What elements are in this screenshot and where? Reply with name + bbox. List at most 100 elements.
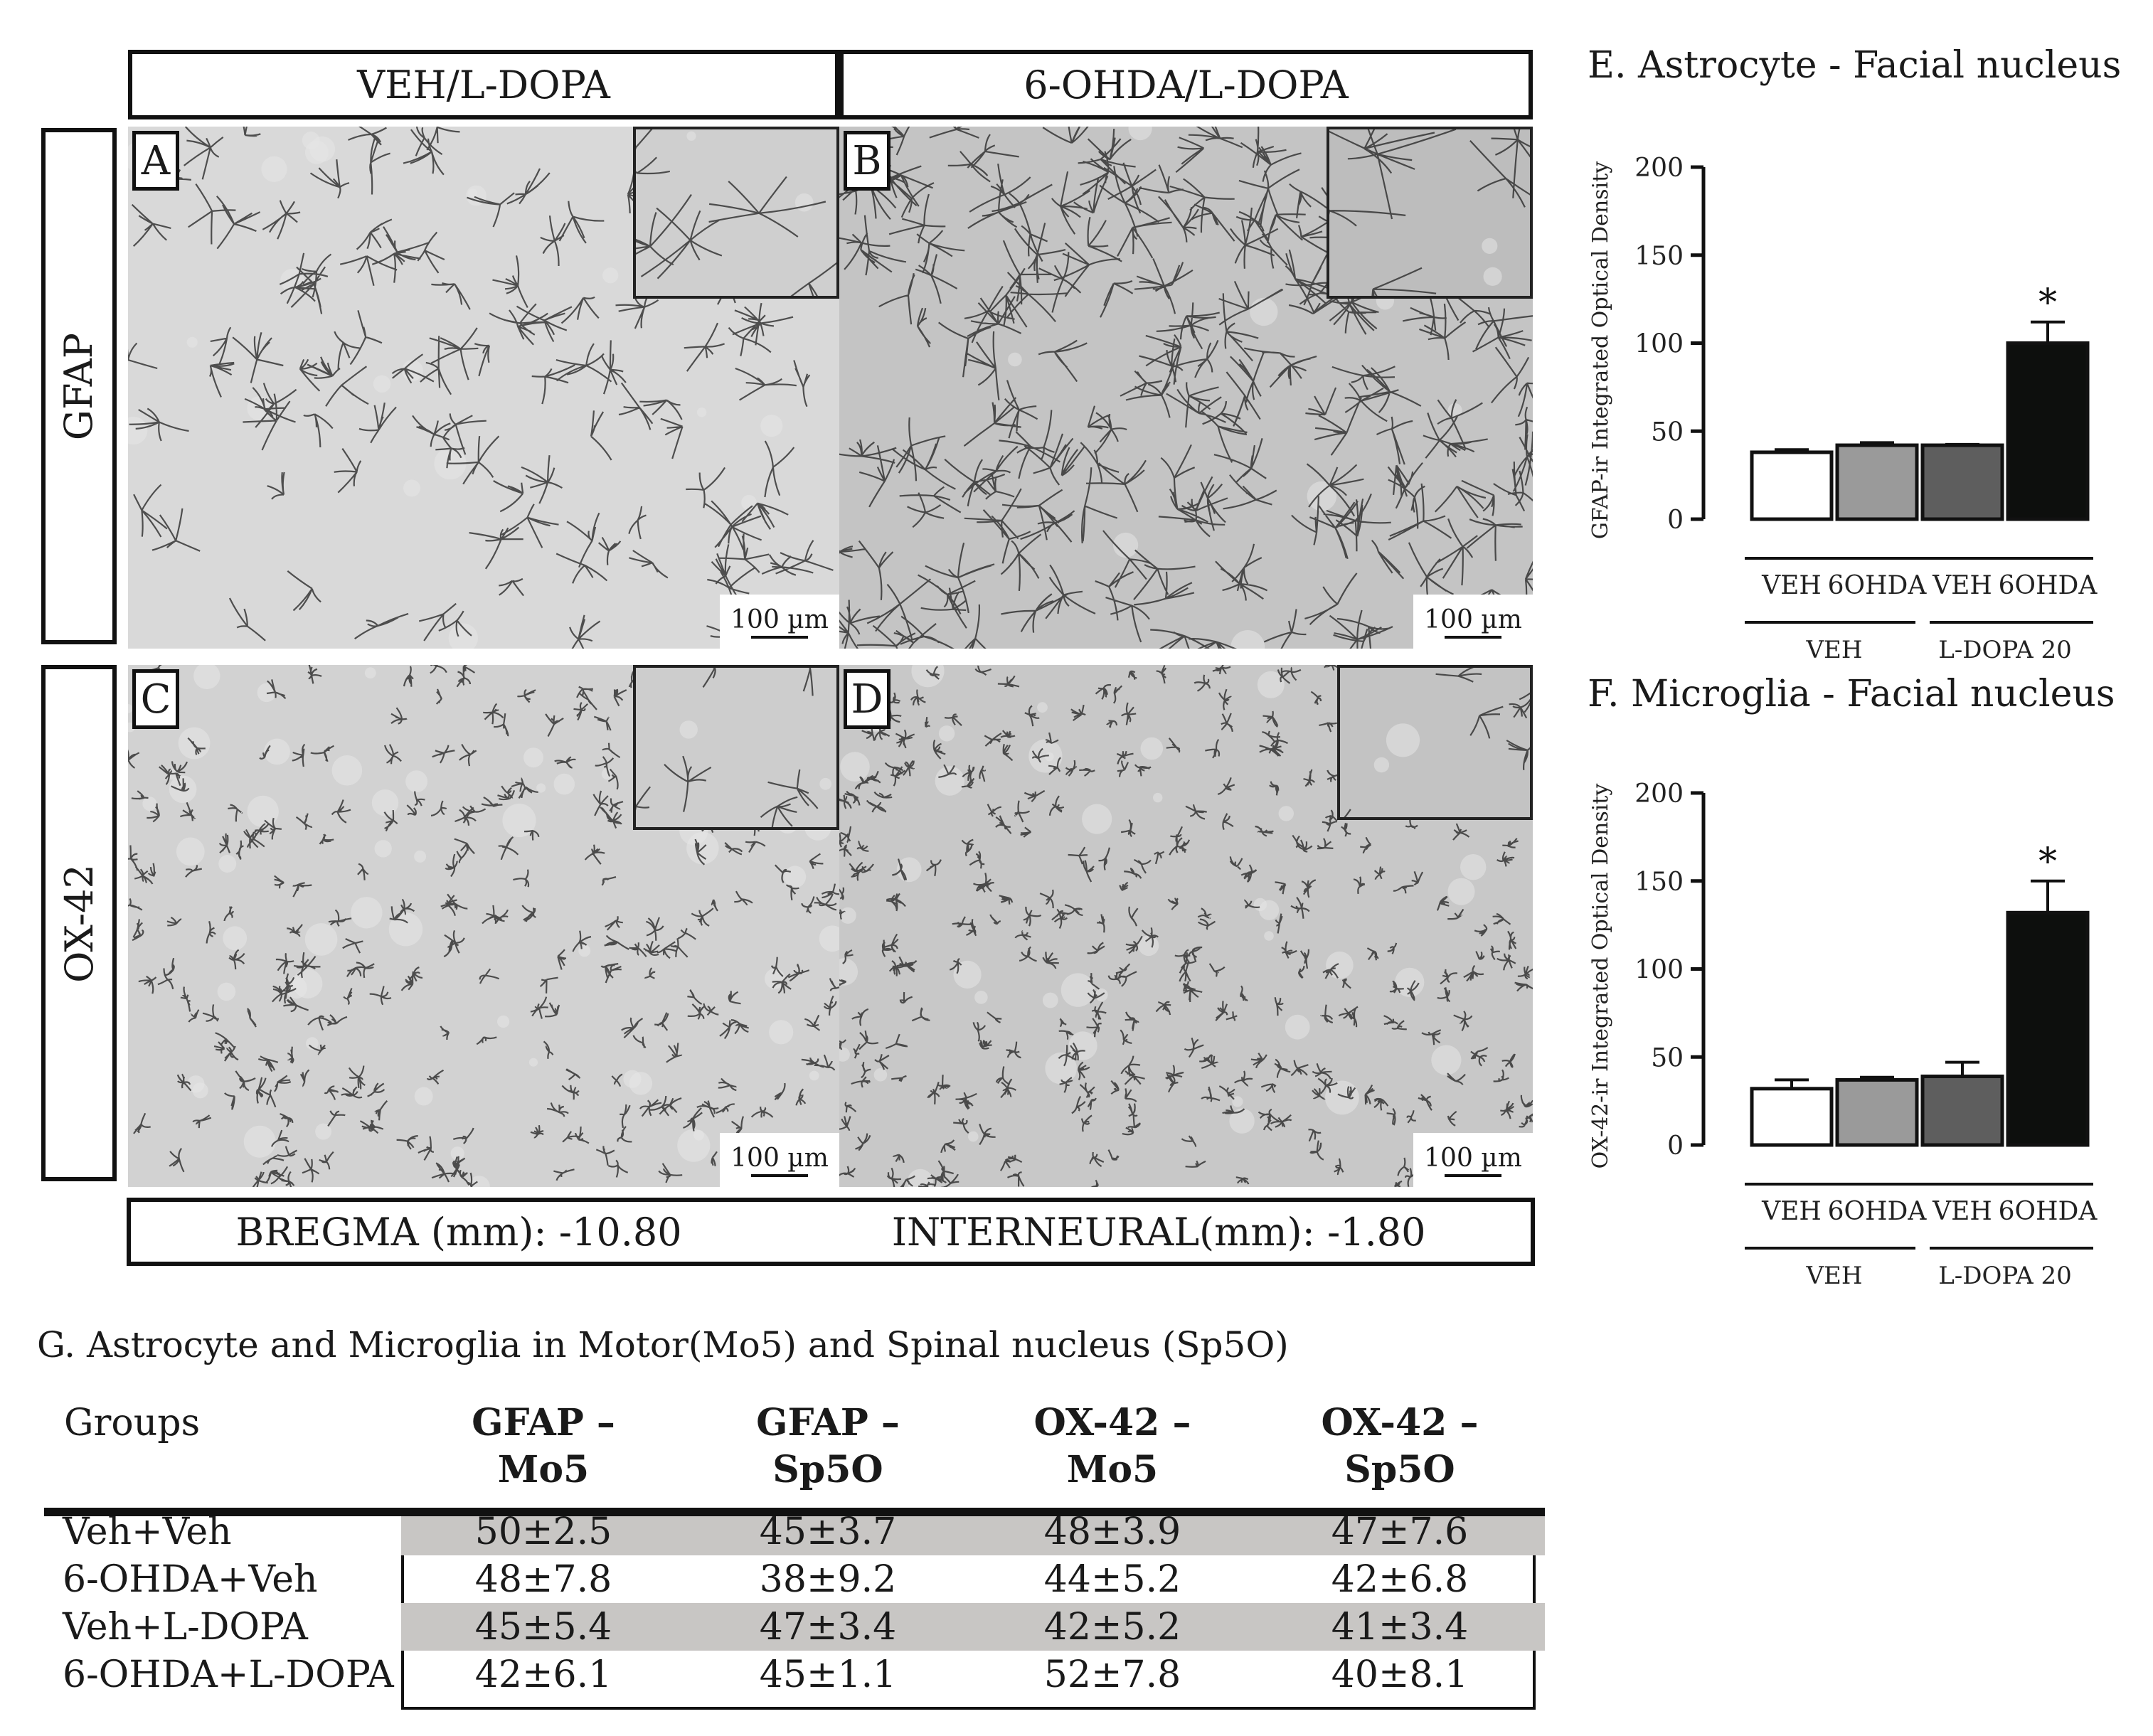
table-row-label: Veh+L-DOPA [63, 1605, 308, 1649]
bar [2006, 341, 2090, 521]
table-header-line: OX-42 – [1321, 1401, 1479, 1444]
table-header-groups: Groups [64, 1402, 201, 1444]
y-tick-label: 150 [1634, 868, 1684, 897]
significance-marker: * [2038, 841, 2057, 883]
table-cell: 38±9.2 [759, 1557, 897, 1601]
table-header-line: GFAP – [472, 1401, 615, 1444]
micrograph-texture [839, 127, 1533, 649]
scale-bar: 100 µm [1413, 595, 1533, 649]
scale-bar-line [1445, 1173, 1501, 1177]
table-cell: 47±7.6 [1331, 1510, 1469, 1553]
y-tick-label: 150 [1634, 242, 1684, 271]
micrograph-panel-a: A 100 µm [128, 127, 839, 649]
chart-f-title: F. Microglia - Facial nucleus [1588, 673, 2115, 715]
table-cell: 45±3.7 [759, 1510, 897, 1553]
panel-letter: C [132, 669, 179, 729]
table-row: Veh+L-DOPA 45±5.4 47±3.4 42±5.2 41±3.4 [44, 1603, 1545, 1651]
scale-bar-label: 100 µm [1424, 1143, 1522, 1173]
micrograph-panel-c: C 100 µm [128, 665, 839, 1187]
micrograph-inset [633, 665, 839, 830]
y-tick-label: 100 [1634, 330, 1684, 359]
table-row-label: 6-OHDA+Veh [63, 1557, 318, 1601]
table-cell: 45±5.4 [474, 1605, 612, 1649]
table-cell: 45±1.1 [759, 1653, 897, 1696]
table-header: GFAP – Sp5O [686, 1400, 970, 1508]
results-table: Groups GFAP – Mo5 GFAP – Sp5O OX-42 – Mo… [44, 1400, 1545, 1698]
micrograph-panel-b: B 100 µm [839, 127, 1533, 649]
bar [1920, 1074, 2004, 1147]
y-axis-label: OX-42-ir Integrated Optical Density [1588, 784, 1613, 1169]
table-cell: 48±7.8 [474, 1557, 612, 1601]
bregma-label: BREGMA (mm): -10.80 [235, 1209, 682, 1255]
x-tick-label: VEH [1932, 571, 1992, 600]
micrograph-inset [1327, 127, 1533, 299]
bar-chart-svg: 0 50 100 150 200 OX-42-ir Integrated Optical … [1588, 779, 2098, 1290]
scale-bar-label: 100 µm [1424, 605, 1522, 634]
y-axis-label: GFAP-ir Integrated Optical Density [1588, 161, 1613, 539]
interneural-label: INTERNEURAL(mm): -1.80 [891, 1209, 1426, 1255]
y-tick-label: 50 [1651, 417, 1684, 447]
inset-texture [636, 129, 836, 296]
y-tick-label: 50 [1651, 1043, 1684, 1072]
micrograph-panel-d: D 100 µm [839, 665, 1533, 1187]
table-cell: 42±5.2 [1043, 1605, 1181, 1649]
inset-texture [1344, 668, 1530, 817]
x-tick-label: VEH [1932, 1197, 1992, 1226]
scale-bar-label: 100 µm [730, 605, 829, 634]
table-header-line: Sp5O [772, 1448, 883, 1491]
bar-chart-svg: 0 50 100 150 200 GFAP-ir Integrated Optical D… [1588, 154, 2098, 664]
table-header-line: Sp5O [1344, 1448, 1455, 1491]
panel-letter: A [132, 131, 179, 191]
row-label-ox42: OX-42 [41, 665, 117, 1181]
scale-bar-line [751, 1173, 808, 1177]
bar [1835, 443, 1919, 521]
micrograph-inset [1337, 665, 1533, 820]
table-cell: 41±3.4 [1331, 1605, 1469, 1649]
row-label-gfap: GFAP [41, 128, 117, 644]
inset-texture [1329, 129, 1530, 296]
x-tick-label: VEH [1761, 571, 1822, 600]
panel-letter: D [844, 669, 891, 729]
scale-bar: 100 µm [1413, 1133, 1533, 1187]
significance-marker: * [2038, 282, 2057, 324]
table-row-label: 6-OHDA+L-DOPA [63, 1653, 394, 1696]
chart-f: 0 50 100 150 200 OX-42-ir Integrated Optical … [1579, 733, 2141, 1290]
table-row: 6-OHDA+L-DOPA 42±6.1 45±1.1 52±7.8 40±8.… [44, 1651, 1545, 1698]
x-tick-label: 6OHDA [1999, 571, 2098, 600]
group-label: L-DOPA 20 [1938, 1262, 2072, 1287]
scale-bar-line [751, 635, 808, 639]
scale-bar-label: 100 µm [730, 1143, 829, 1173]
chart-e: 0 50 100 150 200 GFAP-ir Integrated Optical D… [1579, 107, 2141, 664]
table-cell: 48±3.9 [1043, 1510, 1181, 1553]
table-row: 6-OHDA+Veh 48±7.8 38±9.2 44±5.2 42±6.8 [44, 1555, 1545, 1603]
y-tick-label: 0 [1667, 1131, 1684, 1161]
table-header-line: Mo5 [497, 1448, 590, 1491]
column-header-veh-ldopa: VEH/L-DOPA [128, 50, 839, 119]
x-tick-label: 6OHDA [1828, 571, 1928, 600]
bar [1750, 450, 1834, 521]
row-label-text: OX-42 [56, 863, 102, 983]
bar [1835, 1077, 1919, 1147]
column-header-label: VEH/L-DOPA [357, 62, 610, 107]
table-cell: 50±2.5 [474, 1510, 612, 1553]
panel-letter: B [844, 131, 891, 191]
x-tick-label: 6OHDA [1828, 1197, 1928, 1226]
table-data-background [401, 1516, 1536, 1710]
table-header-line: OX-42 – [1033, 1401, 1191, 1444]
micrograph-inset [633, 127, 839, 299]
x-tick-label: VEH [1761, 1197, 1822, 1226]
table-cell: 52±7.8 [1043, 1653, 1181, 1696]
y-tick-label: 200 [1634, 779, 1684, 809]
table-cell: 44±5.2 [1043, 1557, 1181, 1601]
table-row-label: Veh+Veh [63, 1510, 232, 1553]
table-header: GFAP – Mo5 [401, 1400, 686, 1508]
bar [1750, 1087, 1834, 1147]
bar [1920, 443, 2004, 521]
chart-e-title: E. Astrocyte - Facial nucleus [1588, 44, 2122, 87]
inset-texture [636, 668, 832, 827]
table-header-line: Mo5 [1066, 1448, 1159, 1491]
column-header-6ohda-ldopa: 6-OHDA/L-DOPA [839, 50, 1533, 119]
table-header-rule [44, 1508, 1545, 1516]
y-tick-label: 0 [1667, 506, 1684, 535]
x-tick-label: 6OHDA [1999, 1197, 2098, 1226]
